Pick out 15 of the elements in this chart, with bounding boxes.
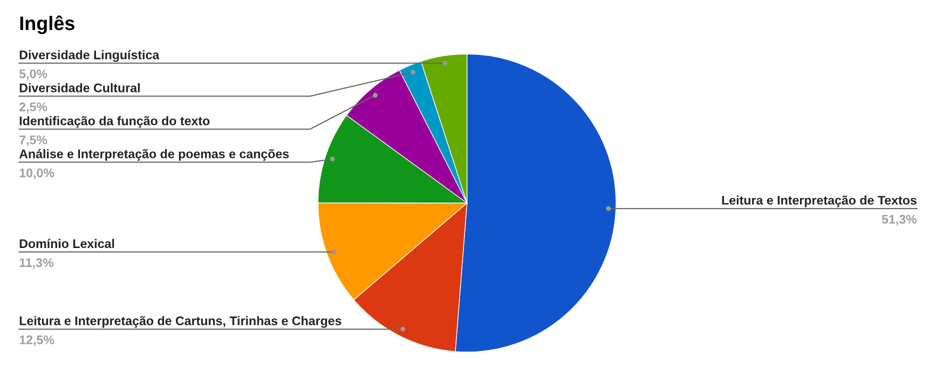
slice-label: Diversidade Cultural <box>20 83 140 92</box>
slice-label: Leitura e Interpretação de Textos <box>722 195 917 208</box>
data-label: 10,0% <box>20 168 54 180</box>
data-label: 11,3% <box>20 258 54 269</box>
data-label: 7,5% <box>20 135 48 146</box>
slice-label: Análise e Interpretação de poemas e canções <box>19 149 289 161</box>
data-label: 5,0% <box>19 69 48 80</box>
slice-label: Identificação da função do texto <box>20 116 210 128</box>
slice-label: Domínio Lexical <box>20 238 114 248</box>
data-label: 12,5% <box>20 335 54 346</box>
data-label: 2,5% <box>19 102 48 114</box>
data-label: 51,3% <box>882 214 917 226</box>
slice-label: Leitura e Interpretação de Cartuns, Tirinhas e Charges <box>20 316 342 328</box>
chart-title: Inglês <box>20 15 74 34</box>
slice-label: Diversidade Linguística <box>20 50 160 62</box>
